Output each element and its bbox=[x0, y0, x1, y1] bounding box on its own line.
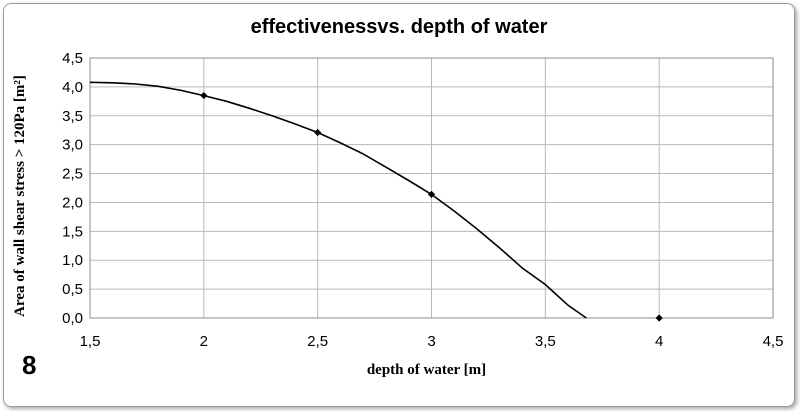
x-tick-label: 4,5 bbox=[763, 333, 784, 350]
y-tick-label: 0,0 bbox=[62, 310, 83, 327]
grid-lines bbox=[89, 57, 774, 319]
y-tick-label: 2,5 bbox=[62, 166, 83, 183]
y-tick-label: 1,5 bbox=[62, 223, 83, 240]
trend-curve-group bbox=[89, 81, 587, 319]
panel-label: 8 bbox=[22, 350, 37, 380]
x-tick-label: 3,5 bbox=[535, 333, 556, 350]
y-tick-label: 1,0 bbox=[62, 252, 83, 269]
y-tick-label: 4,5 bbox=[62, 50, 83, 67]
y-tick-label: 3,0 bbox=[62, 137, 83, 154]
y-tick-label: 3,5 bbox=[62, 108, 83, 125]
x-tick-label: 4 bbox=[655, 333, 663, 350]
x-tick-label: 3 bbox=[427, 333, 435, 350]
chart-frame: effectivenessvs. depth of water 8 bbox=[3, 3, 795, 407]
x-tick-label: 1,5 bbox=[80, 333, 101, 350]
plot-area-border bbox=[89, 57, 774, 319]
data-point-marker bbox=[427, 190, 436, 198]
data-point-marker bbox=[314, 128, 322, 137]
x-axis-label: depth of water [m] bbox=[367, 362, 486, 378]
chart-title: effectivenessvs. depth of water bbox=[250, 16, 548, 38]
x-tick-labels: 1,5 2 2,5 3 3,5 4 4,5 bbox=[80, 333, 784, 350]
data-point-marker bbox=[200, 91, 208, 100]
data-point-marker bbox=[655, 314, 663, 322]
y-tick-label: 2,0 bbox=[62, 194, 83, 211]
y-tick-label: 0,5 bbox=[62, 281, 83, 298]
x-tick-label: 2 bbox=[200, 333, 208, 350]
data-points bbox=[200, 91, 663, 322]
y-tick-labels: 0,0 0,5 1,0 1,5 2,0 2,5 3,0 3,5 4,0 4,5 bbox=[62, 50, 83, 327]
x-tick-label: 2,5 bbox=[307, 333, 328, 350]
y-axis-label: Area of wall shear stress > 120Pa [m²] bbox=[12, 75, 28, 317]
y-tick-label: 4,0 bbox=[62, 79, 83, 96]
trend-curve bbox=[89, 81, 587, 319]
